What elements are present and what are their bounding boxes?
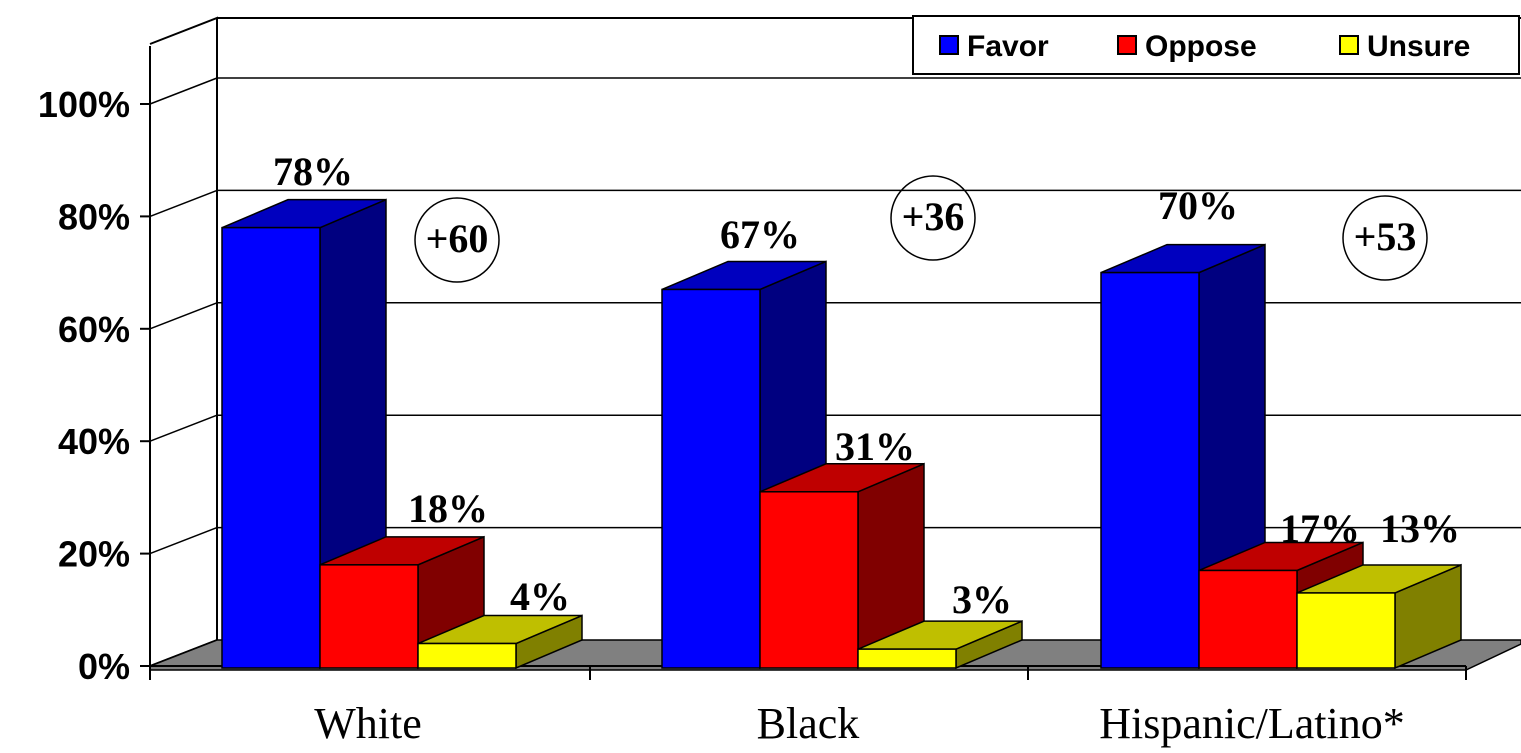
bar-front [221, 226, 321, 669]
difference-annotation: +53 [1342, 195, 1428, 281]
data-label: 3% [952, 577, 1012, 622]
data-label: 17% [1280, 506, 1360, 551]
bar-front [417, 642, 517, 669]
bar-unsure-1 [417, 614, 583, 670]
difference-circle [414, 197, 500, 283]
difference-label: +60 [426, 216, 489, 261]
legend-label: Favor [967, 30, 1049, 63]
y-tick-label: 80% [58, 196, 130, 237]
legend-label: Oppose [1145, 30, 1257, 63]
bar-front [857, 648, 957, 669]
y-tick-label: 20% [58, 534, 130, 575]
data-label: 78% [273, 149, 353, 194]
gridline-side [149, 77, 218, 105]
gridline-side [149, 414, 218, 442]
bar-front [1100, 271, 1200, 669]
legend-swatch [1339, 35, 1359, 55]
gridline-side [149, 302, 218, 330]
difference-label: +36 [902, 194, 965, 239]
gridlines [149, 77, 1521, 555]
gridline-side [149, 189, 218, 218]
x-axis-categories: White Black Hispanic/Latino* [314, 699, 1405, 748]
data-label: 18% [408, 486, 488, 531]
left-wall [149, 16, 218, 667]
difference-label: +53 [1354, 214, 1417, 259]
difference-annotation: +60 [414, 197, 500, 283]
y-tick-label: 100% [38, 84, 130, 125]
data-labels: 78% 18% 4% 67% 31% 3% 70% 17% 13% [273, 149, 1460, 622]
data-label: 4% [510, 574, 570, 619]
y-axis-ticks: 0% 20% 40% 60% 80% 100% [38, 84, 130, 687]
legend-swatch [1117, 35, 1137, 55]
difference-annotation: +36 [890, 175, 976, 261]
data-label: 67% [720, 212, 800, 257]
category-label: White [314, 699, 422, 748]
bar-front [1198, 569, 1298, 669]
bars [221, 198, 1462, 670]
bar-favor-1 [221, 198, 387, 670]
category-label: Hispanic/Latino* [1099, 699, 1405, 748]
legend-swatch [939, 35, 959, 55]
bar-front [1296, 592, 1396, 669]
difference-annotations: +60 +36 +53 [414, 175, 1428, 283]
bar-unsure-2 [857, 620, 1023, 670]
difference-circle [890, 175, 976, 261]
bar-front [661, 288, 761, 669]
data-label: 70% [1158, 183, 1238, 228]
bar-front [759, 491, 859, 669]
y-tick-label: 0% [78, 646, 130, 687]
bar-oppose-2 [759, 462, 925, 670]
y-tick-label: 40% [58, 421, 130, 462]
gridline-side [149, 526, 218, 555]
data-label: 31% [835, 424, 915, 469]
y-tick-label: 60% [58, 309, 130, 350]
data-label: 13% [1380, 506, 1460, 551]
category-label: Black [757, 699, 860, 748]
difference-circle [1342, 195, 1428, 281]
bar-front [319, 564, 419, 669]
legend: Favor Oppose Unsure [912, 15, 1520, 75]
legend-box [912, 15, 1520, 75]
bar-unsure-3 [1296, 563, 1462, 670]
legend-label: Unsure [1367, 30, 1470, 63]
